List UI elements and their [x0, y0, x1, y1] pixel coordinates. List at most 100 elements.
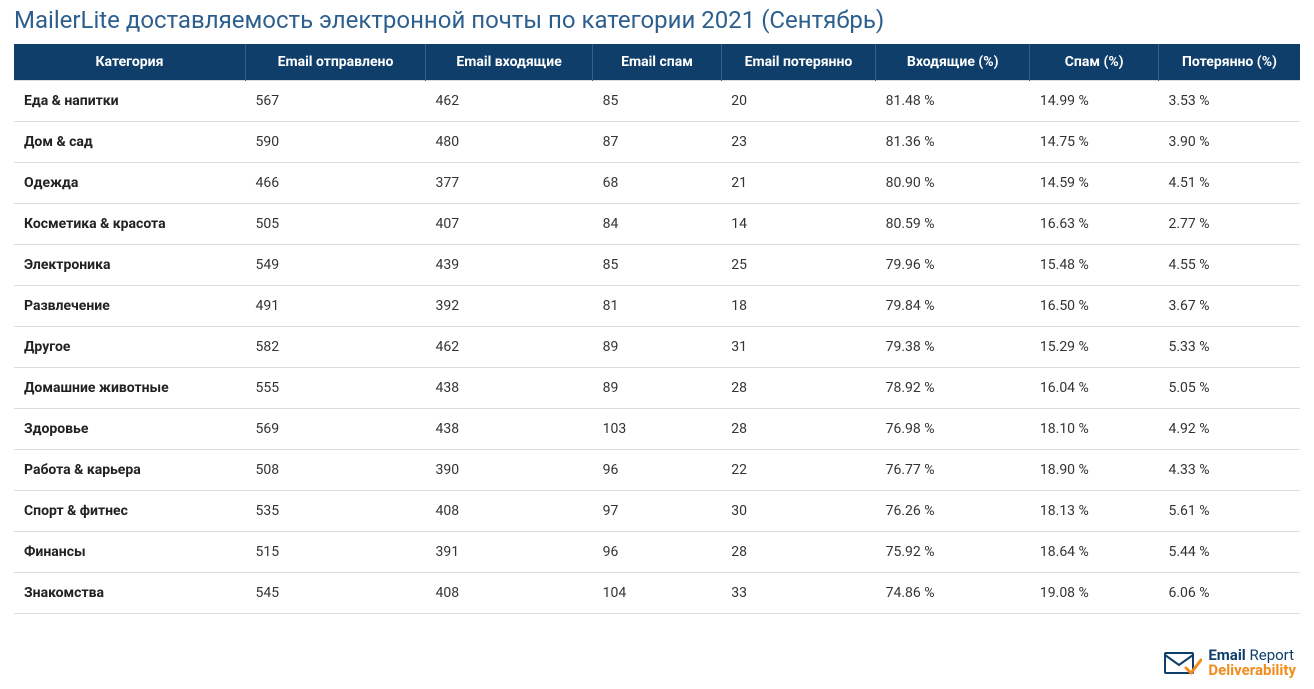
cell-category: Спорт & фитнес [14, 491, 245, 532]
cell-lost: 30 [721, 491, 875, 532]
cell-lost_pct: 2.77 % [1158, 204, 1300, 245]
table-row: Одежда466377682180.90 %14.59 %4.51 % [14, 163, 1300, 204]
cell-spam: 68 [593, 163, 722, 204]
cell-category: Развлечение [14, 286, 245, 327]
cell-category: Косметика & красота [14, 204, 245, 245]
cell-sent: 555 [245, 368, 425, 409]
cell-spam_pct: 19.08 % [1030, 573, 1159, 614]
cell-lost: 20 [721, 81, 875, 122]
table-row: Финансы515391962875.92 %18.64 %5.44 % [14, 532, 1300, 573]
cell-inbox_pct: 74.86 % [876, 573, 1030, 614]
cell-lost: 33 [721, 573, 875, 614]
cell-inbox: 462 [426, 81, 593, 122]
cell-lost: 14 [721, 204, 875, 245]
cell-category: Дом & сад [14, 122, 245, 163]
cell-spam: 89 [593, 327, 722, 368]
cell-sent: 569 [245, 409, 425, 450]
cell-sent: 535 [245, 491, 425, 532]
cell-spam_pct: 18.13 % [1030, 491, 1159, 532]
cell-sent: 466 [245, 163, 425, 204]
cell-lost: 23 [721, 122, 875, 163]
cell-lost: 22 [721, 450, 875, 491]
cell-inbox_pct: 78.92 % [876, 368, 1030, 409]
table-row: Знакомства5454081043374.86 %19.08 %6.06 … [14, 573, 1300, 614]
table-row: Домашние животные555438892878.92 %16.04 … [14, 368, 1300, 409]
cell-inbox: 439 [426, 245, 593, 286]
footer-brand-text: Email Report Deliverability [1208, 648, 1296, 680]
cell-lost_pct: 4.55 % [1158, 245, 1300, 286]
cell-spam: 85 [593, 245, 722, 286]
cell-lost_pct: 5.44 % [1158, 532, 1300, 573]
cell-spam_pct: 14.75 % [1030, 122, 1159, 163]
cell-inbox_pct: 80.90 % [876, 163, 1030, 204]
cell-lost: 31 [721, 327, 875, 368]
cell-category: Домашние животные [14, 368, 245, 409]
table-body: Еда & напитки567462852081.48 %14.99 %3.5… [14, 81, 1300, 614]
cell-spam_pct: 18.10 % [1030, 409, 1159, 450]
envelope-check-icon [1164, 648, 1202, 678]
cell-inbox_pct: 75.92 % [876, 532, 1030, 573]
col-header-lost: Email потерянно [721, 44, 875, 81]
cell-spam: 97 [593, 491, 722, 532]
cell-lost: 28 [721, 368, 875, 409]
cell-inbox_pct: 80.59 % [876, 204, 1030, 245]
cell-inbox: 391 [426, 532, 593, 573]
cell-spam: 85 [593, 81, 722, 122]
cell-category: Одежда [14, 163, 245, 204]
table-row: Спорт & фитнес535408973076.26 %18.13 %5.… [14, 491, 1300, 532]
cell-inbox_pct: 79.96 % [876, 245, 1030, 286]
cell-inbox: 392 [426, 286, 593, 327]
cell-lost: 28 [721, 409, 875, 450]
cell-lost_pct: 4.92 % [1158, 409, 1300, 450]
cell-sent: 545 [245, 573, 425, 614]
cell-sent: 505 [245, 204, 425, 245]
cell-spam: 103 [593, 409, 722, 450]
cell-inbox: 408 [426, 491, 593, 532]
cell-lost_pct: 5.33 % [1158, 327, 1300, 368]
cell-lost: 18 [721, 286, 875, 327]
col-header-inbox-pct: Входящие (%) [876, 44, 1030, 81]
table-row: Развлечение491392811879.84 %16.50 %3.67 … [14, 286, 1300, 327]
cell-lost: 28 [721, 532, 875, 573]
table-row: Еда & напитки567462852081.48 %14.99 %3.5… [14, 81, 1300, 122]
cell-inbox_pct: 76.26 % [876, 491, 1030, 532]
cell-lost: 21 [721, 163, 875, 204]
table-row: Другое582462893179.38 %15.29 %5.33 % [14, 327, 1300, 368]
cell-spam: 96 [593, 450, 722, 491]
table-row: Электроника549439852579.96 %15.48 %4.55 … [14, 245, 1300, 286]
deliverability-table: Категория Email отправлено Email входящи… [14, 44, 1300, 614]
cell-lost: 25 [721, 245, 875, 286]
col-header-inbox: Email входящие [426, 44, 593, 81]
cell-spam: 84 [593, 204, 722, 245]
cell-inbox_pct: 79.38 % [876, 327, 1030, 368]
table-header-row: Категория Email отправлено Email входящи… [14, 44, 1300, 81]
cell-inbox_pct: 76.77 % [876, 450, 1030, 491]
cell-spam_pct: 18.64 % [1030, 532, 1159, 573]
table-row: Здоровье5694381032876.98 %18.10 %4.92 % [14, 409, 1300, 450]
cell-lost_pct: 3.67 % [1158, 286, 1300, 327]
col-header-category: Категория [14, 44, 245, 81]
cell-spam: 89 [593, 368, 722, 409]
cell-spam_pct: 16.04 % [1030, 368, 1159, 409]
cell-spam_pct: 18.90 % [1030, 450, 1159, 491]
cell-category: Другое [14, 327, 245, 368]
cell-spam_pct: 16.50 % [1030, 286, 1159, 327]
cell-lost_pct: 3.90 % [1158, 122, 1300, 163]
cell-inbox_pct: 81.36 % [876, 122, 1030, 163]
cell-lost_pct: 5.61 % [1158, 491, 1300, 532]
cell-inbox: 462 [426, 327, 593, 368]
cell-inbox_pct: 81.48 % [876, 81, 1030, 122]
table-row: Работа & карьера508390962276.77 %18.90 %… [14, 450, 1300, 491]
cell-inbox: 390 [426, 450, 593, 491]
page-title: MailerLite доставляемость электронной по… [0, 0, 1314, 44]
table-row: Дом & сад590480872381.36 %14.75 %3.90 % [14, 122, 1300, 163]
cell-sent: 549 [245, 245, 425, 286]
cell-spam_pct: 15.29 % [1030, 327, 1159, 368]
cell-category: Финансы [14, 532, 245, 573]
cell-spam_pct: 14.59 % [1030, 163, 1159, 204]
cell-inbox: 407 [426, 204, 593, 245]
col-header-lost-pct: Потерянно (%) [1158, 44, 1300, 81]
cell-inbox: 377 [426, 163, 593, 204]
cell-spam: 87 [593, 122, 722, 163]
cell-category: Работа & карьера [14, 450, 245, 491]
